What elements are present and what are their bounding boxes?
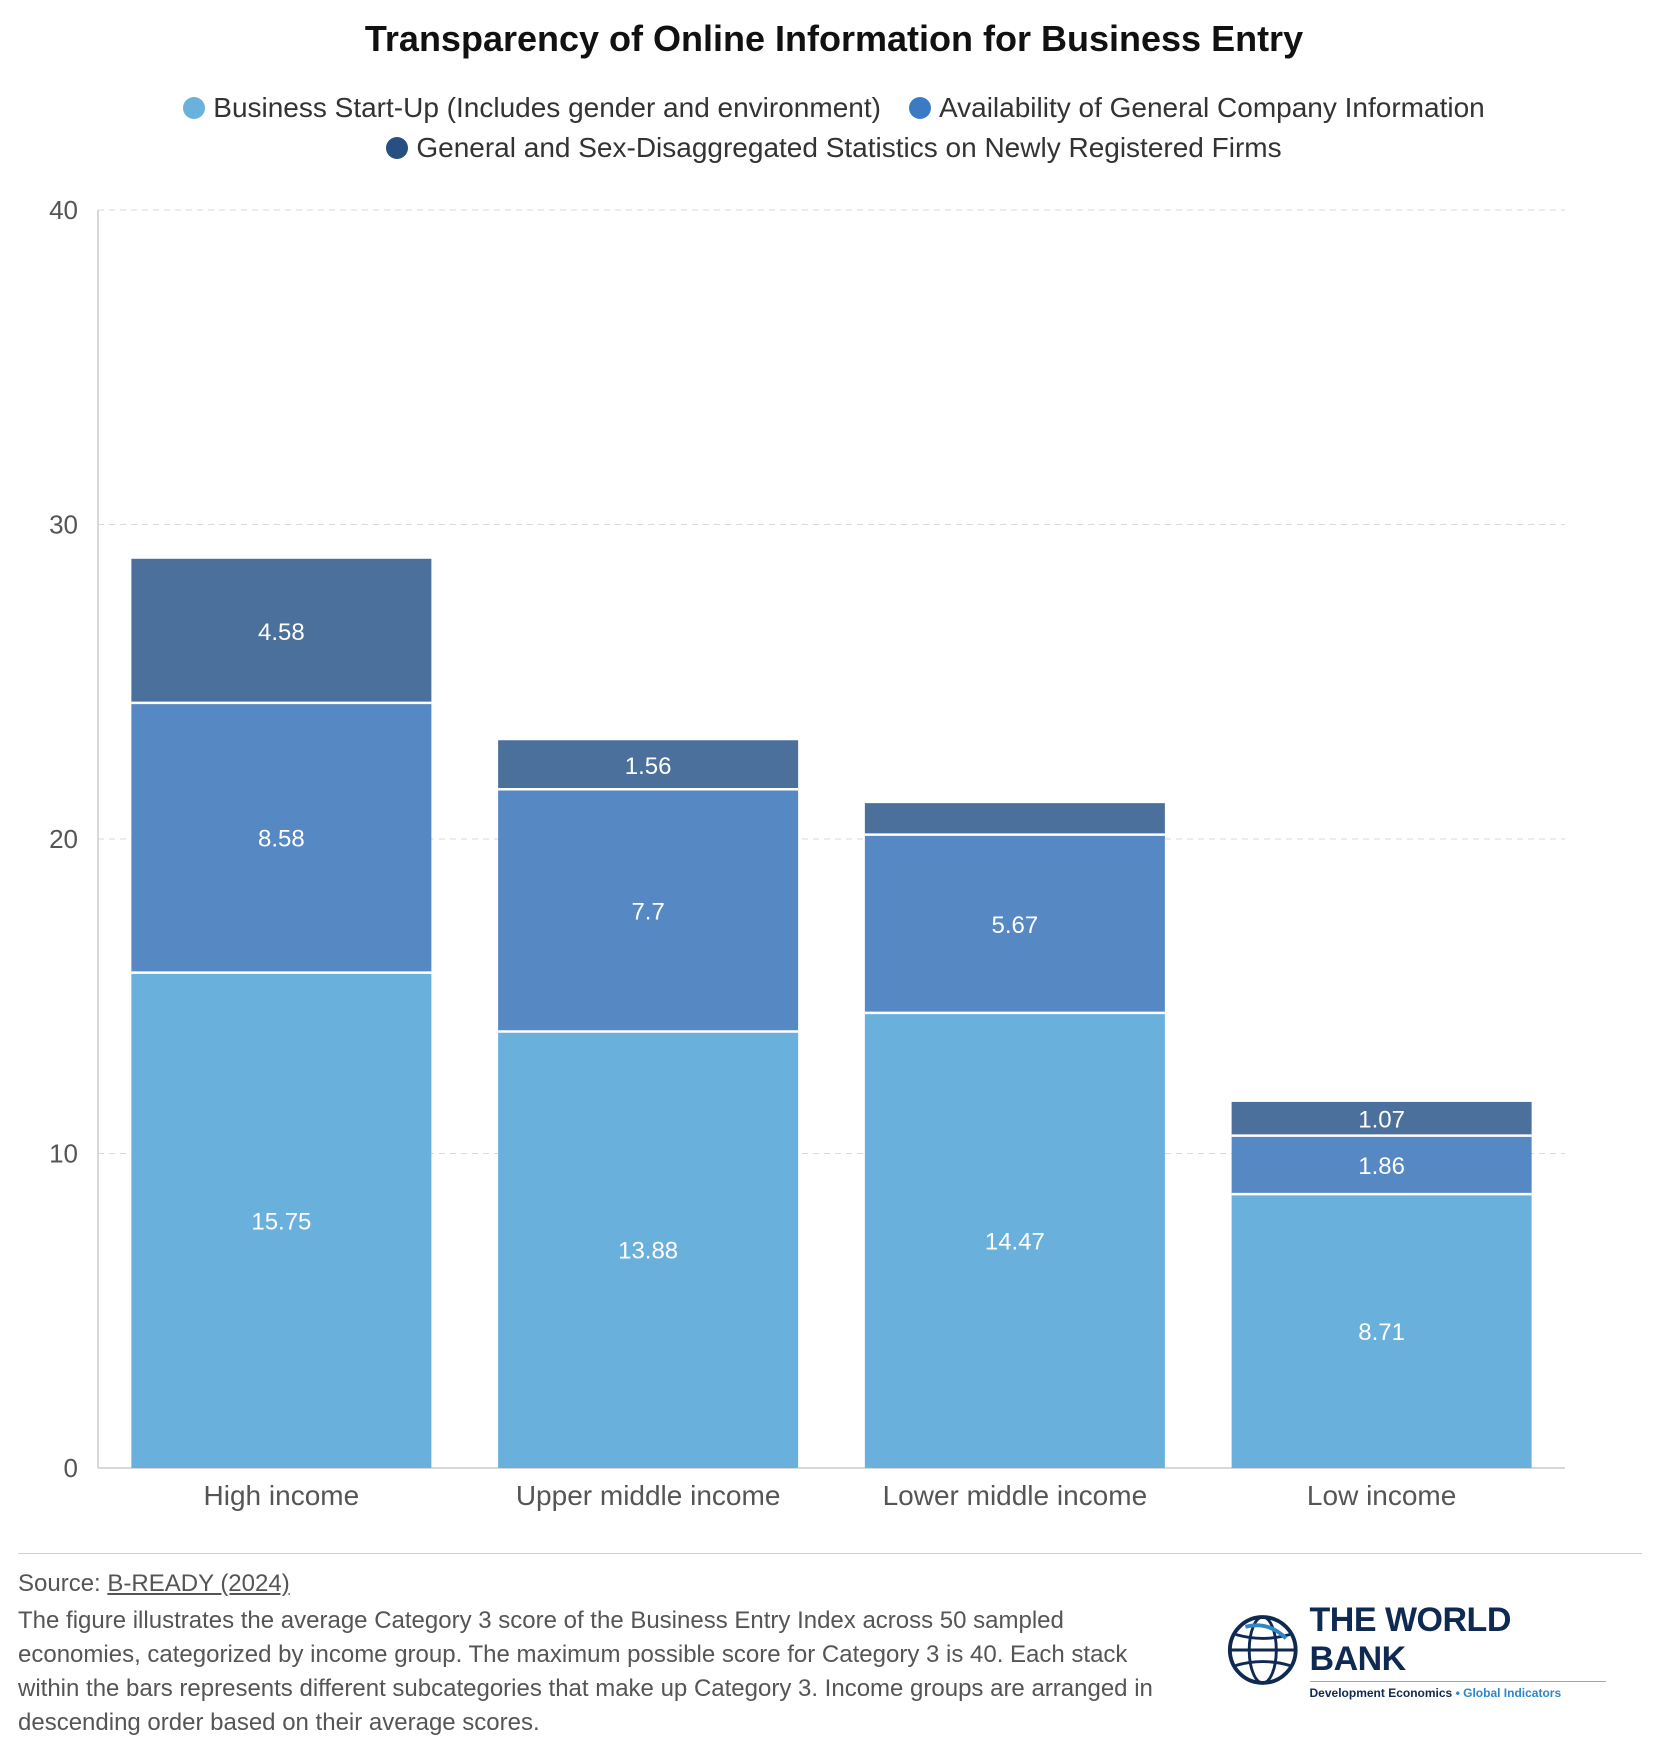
legend-swatch bbox=[386, 137, 409, 159]
y-tick-label: 0 bbox=[64, 1453, 78, 1483]
x-tick-label: Lower middle income bbox=[883, 1480, 1148, 1511]
data-label: 7.7 bbox=[631, 898, 664, 925]
legend-swatch bbox=[183, 97, 206, 119]
footer-divider bbox=[18, 1553, 1642, 1554]
data-label: 1.07 bbox=[1358, 1107, 1405, 1134]
source-line: Source: B-READY (2024) bbox=[18, 1570, 290, 1598]
bar-segment bbox=[131, 558, 432, 703]
data-label: 5.67 bbox=[992, 912, 1039, 939]
bar-segment bbox=[864, 803, 1165, 835]
data-label: 1.86 bbox=[1358, 1153, 1405, 1180]
data-label: 8.71 bbox=[1358, 1319, 1405, 1346]
legend-swatch bbox=[908, 97, 931, 119]
y-tick-label: 30 bbox=[49, 510, 78, 540]
y-tick-label: 40 bbox=[49, 195, 78, 225]
legend-label: Availability of General Company Informat… bbox=[938, 92, 1485, 123]
data-label: 4.58 bbox=[258, 619, 305, 646]
logo-wordmark: THE WORLD BANK bbox=[1309, 1601, 1606, 1682]
bar-segment bbox=[1231, 1194, 1532, 1468]
x-tick-label: Upper middle income bbox=[516, 1480, 781, 1511]
bar-segment bbox=[1231, 1135, 1532, 1195]
bar-segment bbox=[131, 702, 432, 973]
source-link[interactable]: B-READY (2024) bbox=[107, 1570, 290, 1597]
data-label: 1.56 bbox=[625, 753, 672, 780]
bar-segment bbox=[498, 1031, 799, 1468]
legend-label: Business Start-Up (Includes gender and e… bbox=[213, 92, 881, 123]
legend-item-company-information[interactable]: Availability of General Company Informat… bbox=[908, 92, 1485, 124]
y-tick-label: 20 bbox=[49, 824, 78, 854]
data-label: 8.58 bbox=[258, 826, 305, 853]
bar-segment bbox=[131, 972, 432, 1468]
bar-segment bbox=[864, 834, 1165, 1013]
chart-note: The figure illustrates the average Categ… bbox=[18, 1607, 1153, 1736]
data-label: 15.75 bbox=[251, 1208, 311, 1235]
data-label: 13.88 bbox=[618, 1238, 678, 1265]
bar-segment bbox=[864, 1012, 1165, 1468]
stacked-bar-chart: 0 10 20 30 40 15.75 8.58 4.58 High income 13.88 7.… bbox=[49, 195, 1565, 1511]
globe-icon bbox=[1227, 1615, 1298, 1685]
chart-legend: Business Start-Up (Includes gender and e… bbox=[0, 92, 1668, 164]
legend-label: General and Sex-Disaggregated Statistics… bbox=[416, 132, 1282, 163]
bar-segment bbox=[1231, 1101, 1532, 1136]
chart-title: Transparency of Online Information for B… bbox=[364, 18, 1304, 59]
bar-segment bbox=[498, 740, 799, 790]
world-bank-logo: THE WORLD BANK Development Economics • G… bbox=[1226, 1601, 1606, 1700]
data-label: 14.47 bbox=[985, 1228, 1045, 1255]
logo-subtitle: Development Economics • Global Indicator… bbox=[1309, 1685, 1562, 1700]
source-prefix: Source: bbox=[18, 1570, 108, 1597]
legend-item-newly-registered-firms[interactable]: General and Sex-Disaggregated Statistics… bbox=[386, 132, 1282, 164]
legend-item-business-start-up[interactable]: Business Start-Up (Includes gender and e… bbox=[183, 92, 881, 124]
bar-segment bbox=[498, 789, 799, 1032]
y-tick-label: 10 bbox=[49, 1139, 78, 1169]
x-tick-label: High income bbox=[204, 1480, 360, 1511]
x-tick-label: Low income bbox=[1307, 1480, 1456, 1511]
